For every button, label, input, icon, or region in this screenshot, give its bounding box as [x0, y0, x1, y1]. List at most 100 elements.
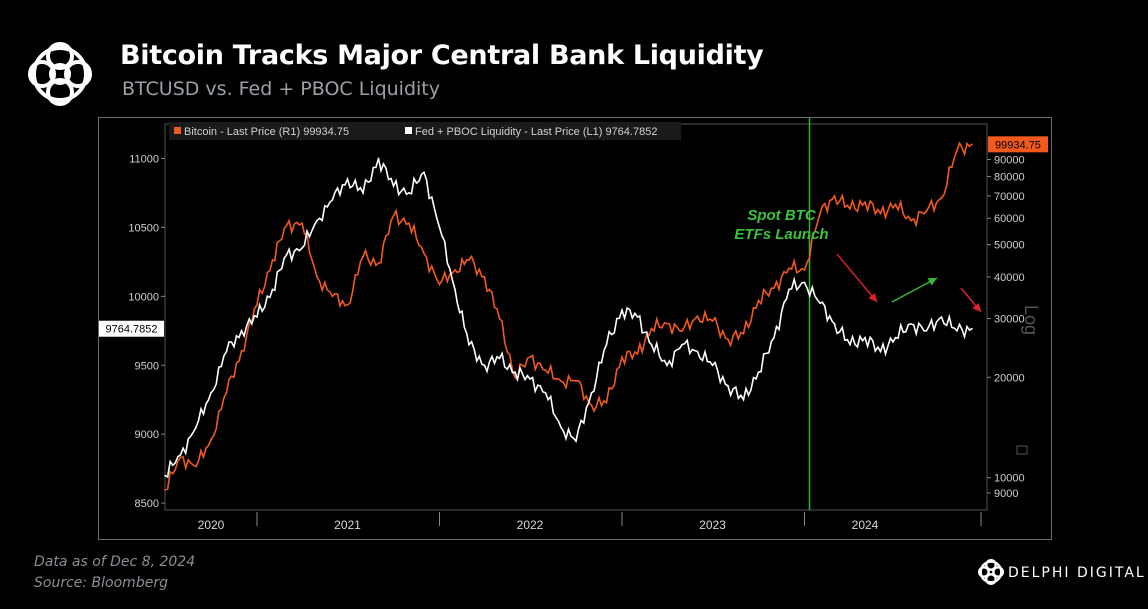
- left-axis-tick-label: 8500: [135, 498, 159, 510]
- x-axis-tick-label: 2020: [198, 518, 225, 532]
- liquidity-point: [346, 178, 349, 180]
- source-note: Source: Bloomberg: [34, 575, 168, 591]
- bitcoin-point: [711, 320, 714, 322]
- legend-label-liquidity: Fed + PBOC Liquidity - Last Price (L1) 9…: [415, 126, 657, 138]
- legend-swatch-bitcoin: [174, 127, 181, 134]
- bitcoin-point: [331, 295, 334, 298]
- liquidity-point: [483, 364, 486, 367]
- trend-arrow: [960, 287, 982, 313]
- bitcoin-point: [529, 356, 531, 358]
- page-title: Bitcoin Tracks Major Central Bank Liquid…: [120, 40, 764, 71]
- liquidity-point: [195, 426, 197, 429]
- liquidity-point: [240, 329, 243, 332]
- axis-scale-toggle-icon: [1016, 445, 1028, 455]
- bitcoin-series-line: [164, 141, 973, 491]
- bitcoin-point: [377, 262, 380, 264]
- liquidity-point: [408, 192, 410, 194]
- bitcoin-point: [438, 283, 441, 286]
- bitcoin-point: [757, 299, 760, 302]
- liquidity-point: [666, 364, 668, 367]
- liquidity-point: [316, 219, 318, 222]
- bitcoin-point: [408, 222, 410, 224]
- brand-logo-icon: [977, 558, 1005, 586]
- liquidity-point: [560, 426, 562, 429]
- liquidity-point: [529, 378, 531, 380]
- liquidity-point: [256, 316, 258, 318]
- bitcoin-point: [498, 317, 501, 320]
- liquidity-point: [225, 350, 228, 353]
- bitcoin-point: [803, 269, 806, 271]
- liquidity-point: [894, 336, 897, 339]
- liquidity-point: [575, 440, 577, 442]
- liquidity-point: [650, 343, 653, 346]
- bitcoin-point: [256, 303, 258, 306]
- bitcoin-point: [346, 303, 349, 306]
- liquidity-point: [179, 454, 182, 456]
- annotation-line-2: ETFs Launch: [734, 226, 828, 243]
- bitcoin-point: [910, 219, 912, 222]
- delphi-logo-icon: [28, 42, 92, 106]
- bitcoin-point: [285, 224, 288, 227]
- liquidity-point: [971, 327, 973, 330]
- bitcoin-point: [621, 356, 623, 358]
- liquidity-point: [773, 336, 775, 339]
- liquidity-point: [879, 350, 882, 353]
- liquidity-point: [727, 385, 729, 387]
- bitcoin-point: [849, 208, 851, 210]
- bitcoin-last-value-box: [988, 136, 1048, 153]
- bitcoin-point: [179, 456, 182, 459]
- liquidity-point: [438, 226, 441, 229]
- bitcoin-point: [773, 287, 775, 290]
- x-axis-tick-label: 2023: [699, 518, 726, 532]
- chart-svg: 8500 9000 9500 10000 10500 11000 9000 10000 2000…: [99, 118, 1048, 532]
- legend-label-bitcoin: Bitcoin - Last Price (R1) 99934.75: [184, 126, 349, 138]
- bitcoin-point: [696, 315, 699, 317]
- left-axis-tick-label: 9000: [135, 429, 159, 441]
- liquidity-point: [271, 288, 274, 291]
- right-axis-tick-label: 10000: [994, 473, 1025, 485]
- brand-name: DELPHI DIGITAL: [1008, 565, 1146, 581]
- liquidity-point: [956, 329, 958, 332]
- bitcoin-point: [468, 259, 470, 261]
- bitcoin-point: [605, 401, 608, 404]
- right-axis-tick-label: 40000: [994, 272, 1025, 284]
- bitcoin-point: [727, 338, 729, 341]
- liquidity-point: [742, 398, 745, 401]
- liquidity-point: [285, 254, 288, 256]
- bitcoin-point: [225, 391, 228, 394]
- liquidity-point: [454, 288, 456, 291]
- trend-arrow: [891, 277, 938, 303]
- bitcoin-point: [316, 276, 318, 278]
- bitcoin-point: [819, 212, 821, 215]
- right-axis-tick-label: 20000: [994, 372, 1025, 384]
- bitcoin-point: [362, 255, 364, 258]
- bitcoin-point: [454, 269, 456, 271]
- liquidity-last-value-box: [99, 320, 164, 337]
- x-axis-tick-label: 2024: [852, 518, 879, 532]
- right-axis-tick-label: 90000: [994, 154, 1025, 166]
- bitcoin-point: [636, 353, 639, 355]
- annotation-line-1: Spot BTC: [747, 207, 816, 224]
- bitcoin-point: [575, 380, 577, 382]
- bitcoin-point: [560, 380, 562, 382]
- bitcoin-point: [879, 212, 882, 215]
- liquidity-point: [301, 247, 303, 249]
- right-axis-tick-label: 60000: [994, 213, 1025, 225]
- right-axis-tick-label: 50000: [994, 240, 1025, 252]
- bitcoin-point: [971, 143, 973, 146]
- liquidity-point: [605, 343, 608, 346]
- liquidity-point: [681, 343, 683, 346]
- left-axis-tick-label: 11000: [129, 153, 159, 165]
- chart-frame: 8500 9000 9500 10000 10500 11000 9000 10000 2000…: [98, 117, 1052, 540]
- liquidity-point: [514, 371, 516, 373]
- legend-box: [169, 122, 681, 140]
- bitcoin-point: [681, 330, 683, 332]
- liquidity-point: [925, 329, 928, 332]
- right-axis-tick-label: 70000: [994, 191, 1025, 203]
- liquidity-point: [819, 302, 821, 305]
- liquidity-point: [711, 364, 714, 367]
- bitcoin-point: [210, 438, 212, 441]
- liquidity-point: [590, 392, 593, 394]
- bitcoin-point: [164, 488, 166, 491]
- left-axis-tick-label: 10000: [128, 291, 159, 303]
